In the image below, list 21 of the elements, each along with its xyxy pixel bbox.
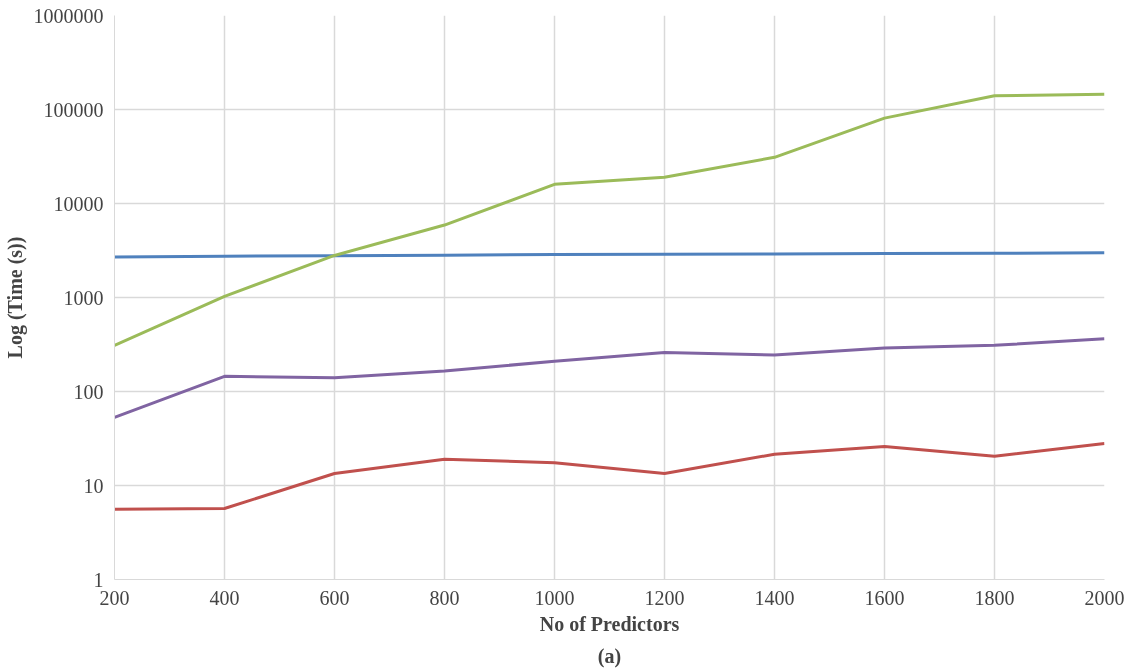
line-series: [114, 92, 1105, 347]
x-tick-label: 1800: [974, 586, 1015, 609]
x-tick-label: 600: [319, 586, 350, 609]
y-tick-label: 10: [83, 474, 104, 497]
y-axis-title: Log (Time (s)): [3, 236, 27, 359]
x-tick-label: 400: [209, 586, 240, 609]
x-tick-label: 1600: [864, 586, 905, 609]
y-tick-label: 10000: [53, 192, 104, 215]
line-series: [114, 337, 1105, 419]
x-tick-label: 800: [429, 586, 460, 609]
y-tick-label: 1000: [63, 286, 104, 309]
text: (a): [597, 644, 622, 668]
x-tick-label: 1000: [534, 586, 575, 609]
x-tick-label: 2000: [1084, 586, 1125, 609]
y-tick-label: 100: [73, 380, 104, 403]
line-series: [114, 441, 1105, 511]
y-tick-label: 100000: [43, 98, 104, 121]
x-tick-label: 1400: [754, 586, 795, 609]
x-axis-title: No of Predictors: [539, 612, 680, 635]
x-tick-label: 1200: [644, 586, 685, 609]
y-tick-label: 1000000: [33, 4, 104, 27]
